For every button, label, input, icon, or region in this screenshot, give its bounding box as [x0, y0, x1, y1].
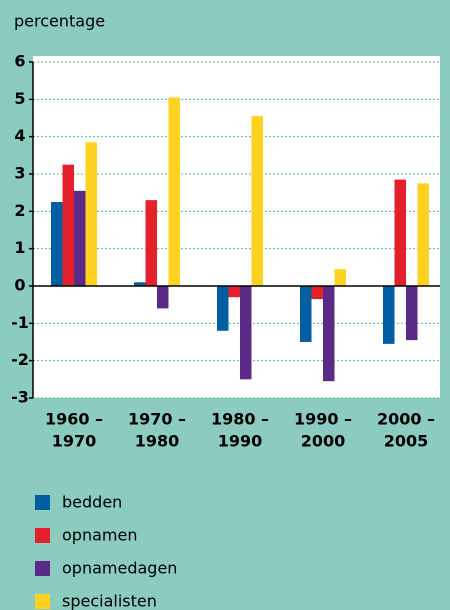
bar: [300, 286, 312, 342]
y-tick-label: -1: [11, 313, 29, 332]
x-tick-label: 1990: [218, 432, 263, 451]
bar: [334, 269, 346, 286]
y-tick-label: 6: [14, 52, 25, 71]
y-axis-label: percentage: [14, 12, 105, 31]
y-tick-label: 5: [14, 89, 25, 108]
bar: [85, 142, 97, 286]
bar: [217, 286, 229, 331]
legend-label: opnamen: [62, 526, 137, 545]
bar: [168, 97, 180, 286]
x-tick-label: 1980: [135, 432, 180, 451]
bar: [240, 286, 252, 380]
legend-label: bedden: [62, 493, 122, 512]
legend-swatch: [35, 528, 50, 543]
x-tick-label: 1980 –: [211, 410, 269, 429]
x-tick-label: 1990 –: [294, 410, 352, 429]
x-tick-label: 2000: [301, 432, 346, 451]
bar: [417, 183, 429, 286]
y-tick-label: 1: [14, 238, 25, 257]
x-tick-label: 2000 –: [377, 410, 435, 429]
bar: [394, 179, 406, 286]
x-tick-label: 2005: [384, 432, 429, 451]
bar: [74, 190, 86, 286]
y-tick-label: 2: [14, 201, 25, 220]
bar: [134, 282, 146, 286]
legend-label: specialisten: [62, 592, 157, 610]
x-tick-label: 1960 –: [45, 410, 103, 429]
bar: [51, 202, 63, 286]
x-tick-label: 1970 –: [128, 410, 186, 429]
bar: [323, 286, 335, 382]
bar: [228, 286, 240, 298]
y-tick-label: 3: [14, 164, 25, 183]
y-tick-label: 4: [14, 126, 25, 145]
legend-swatch: [35, 594, 50, 609]
bar: [406, 286, 418, 341]
bar: [145, 200, 157, 286]
y-tick-label: -2: [11, 350, 29, 369]
plot-area: [33, 56, 440, 398]
legend-swatch: [35, 495, 50, 510]
x-tick-label: 1970: [52, 432, 97, 451]
legend-swatch: [35, 561, 50, 576]
bar: [157, 286, 169, 309]
legend-label: opnamedagen: [62, 559, 177, 578]
y-tick-label: -3: [11, 388, 29, 407]
bar: [383, 286, 395, 344]
y-tick-label: 0: [14, 276, 25, 295]
bar: [251, 116, 263, 286]
bar: [62, 164, 74, 286]
bar: [311, 286, 323, 300]
